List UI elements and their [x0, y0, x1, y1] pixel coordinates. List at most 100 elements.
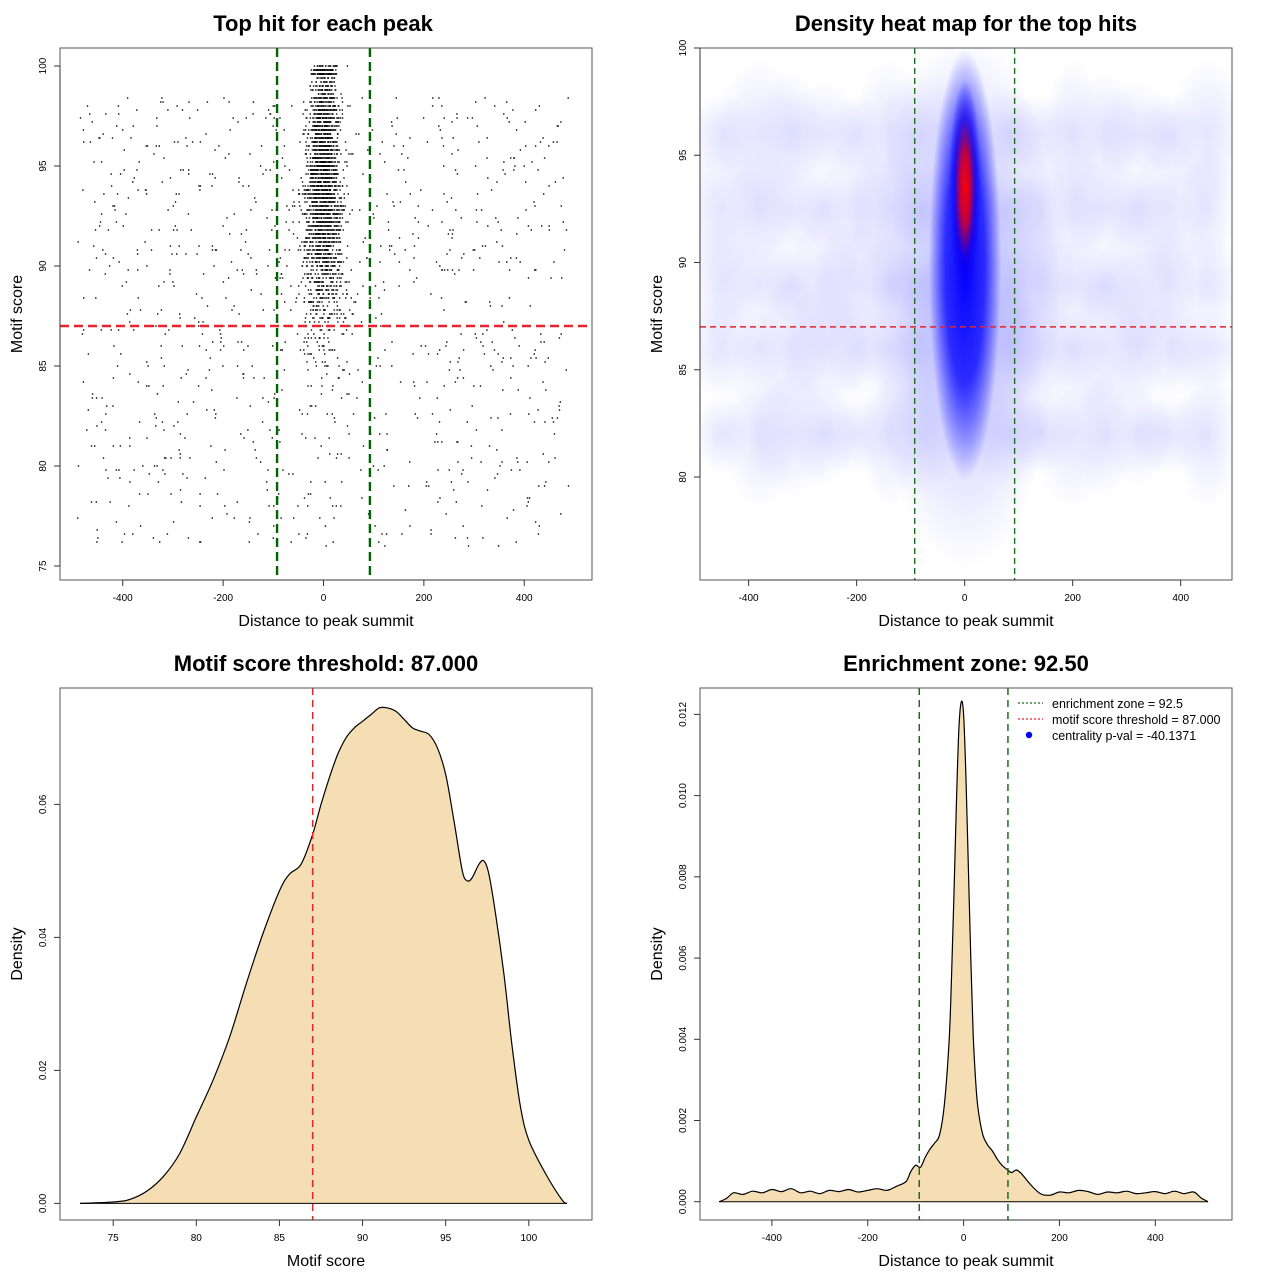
scatter-point — [327, 185, 329, 187]
scatter-point — [305, 165, 308, 167]
scatter-point — [328, 237, 331, 239]
scatter-point — [309, 301, 312, 303]
scatter-point — [224, 505, 226, 507]
scatter-point — [337, 253, 339, 255]
scatter-point — [334, 421, 336, 423]
scatter-point — [318, 229, 321, 231]
scatter-point — [118, 469, 120, 471]
scatter-point — [324, 93, 327, 95]
scatter-point — [250, 289, 252, 291]
scatter-point — [106, 405, 108, 407]
scatter-point — [344, 281, 346, 283]
scatter-point — [496, 181, 498, 183]
scatter-point — [323, 333, 325, 335]
scatter-point — [510, 357, 512, 359]
scatter-point — [327, 321, 329, 323]
scatter-point — [508, 121, 510, 123]
scatter-point — [304, 273, 306, 275]
scatter-point — [316, 165, 319, 167]
scatter-y-tick-label: 75 — [38, 560, 49, 572]
scatter-point — [110, 329, 112, 331]
scatter-point — [121, 285, 123, 287]
scatter-point — [319, 201, 322, 203]
scatter-point — [335, 149, 337, 151]
scatter-point — [323, 165, 326, 167]
scatter-point — [329, 273, 331, 275]
scatter-point — [344, 205, 346, 207]
scatter-point — [333, 129, 335, 131]
scatter-point — [501, 361, 503, 363]
scatter-point — [213, 265, 215, 267]
score-density-y-tick-label: 0.04 — [38, 927, 49, 947]
scatter-point — [164, 333, 166, 335]
scatter-point — [202, 321, 204, 323]
scatter-point — [237, 341, 239, 343]
scatter-point — [313, 237, 316, 239]
scatter-point — [339, 309, 341, 311]
scatter-point — [335, 69, 337, 71]
scatter-point — [510, 257, 512, 259]
scatter-point — [331, 237, 333, 239]
scatter-point — [548, 225, 550, 227]
scatter-point — [324, 153, 326, 155]
scatter-point — [325, 241, 327, 243]
scatter-point — [320, 229, 322, 231]
scatter-point — [558, 405, 560, 407]
scatter-point — [312, 85, 315, 87]
scatter-point — [220, 341, 222, 343]
scatter-point — [443, 193, 445, 195]
scatter-point — [329, 181, 331, 183]
scatter-point — [95, 397, 98, 399]
scatter-point — [100, 421, 103, 423]
scatter-point — [330, 281, 332, 283]
scatter-point — [457, 461, 459, 463]
scatter-point — [328, 245, 330, 247]
scatter-point — [325, 89, 328, 91]
scatter-point — [409, 461, 411, 463]
scatter-point — [379, 365, 381, 367]
scatter-point — [337, 321, 339, 323]
scatter-point — [254, 449, 256, 451]
scatter-point — [524, 121, 526, 123]
scatter-point — [340, 201, 342, 203]
scatter-point — [113, 345, 115, 347]
scatter-point — [449, 361, 451, 363]
scatter-point — [324, 113, 327, 115]
scatter-point — [338, 377, 340, 379]
scatter-point — [216, 493, 219, 495]
scatter-point — [249, 517, 251, 519]
scatter-point — [322, 109, 324, 111]
scatter-point — [486, 137, 488, 139]
scatter-point — [303, 213, 305, 215]
scatter-point — [325, 205, 328, 207]
scatter-point — [334, 185, 336, 187]
scatter-point — [303, 341, 305, 343]
scatter-point — [133, 177, 135, 179]
scatter-point — [333, 153, 336, 155]
scatter-point — [323, 189, 325, 191]
scatter-point — [303, 193, 305, 195]
distance-density-y-tick-label: 0.000 — [678, 1189, 689, 1214]
scatter-point — [179, 453, 181, 455]
heatmap-density — [700, 48, 1232, 580]
scatter-point — [240, 341, 243, 343]
scatter-point — [312, 245, 314, 247]
scatter-point — [311, 245, 313, 247]
scatter-point — [236, 501, 238, 503]
scatter-point — [176, 253, 178, 255]
scatter-point — [304, 213, 306, 215]
scatter-point — [334, 201, 336, 203]
scatter-point — [502, 169, 504, 171]
scatter-point — [311, 165, 313, 167]
distance-density-y-tick-label: 0.012 — [678, 701, 689, 726]
scatter-point — [266, 481, 268, 483]
scatter-point — [136, 109, 138, 111]
score-density-panel: Motif score threshold: 87.000 75 80 85 90 95… — [9, 651, 593, 1270]
scatter-point — [326, 245, 328, 247]
scatter-point — [324, 117, 326, 119]
scatter-point — [326, 189, 328, 191]
scatter-point — [325, 65, 327, 67]
scatter-point — [336, 213, 339, 215]
scatter-point — [333, 313, 336, 315]
scatter-point — [213, 409, 215, 411]
